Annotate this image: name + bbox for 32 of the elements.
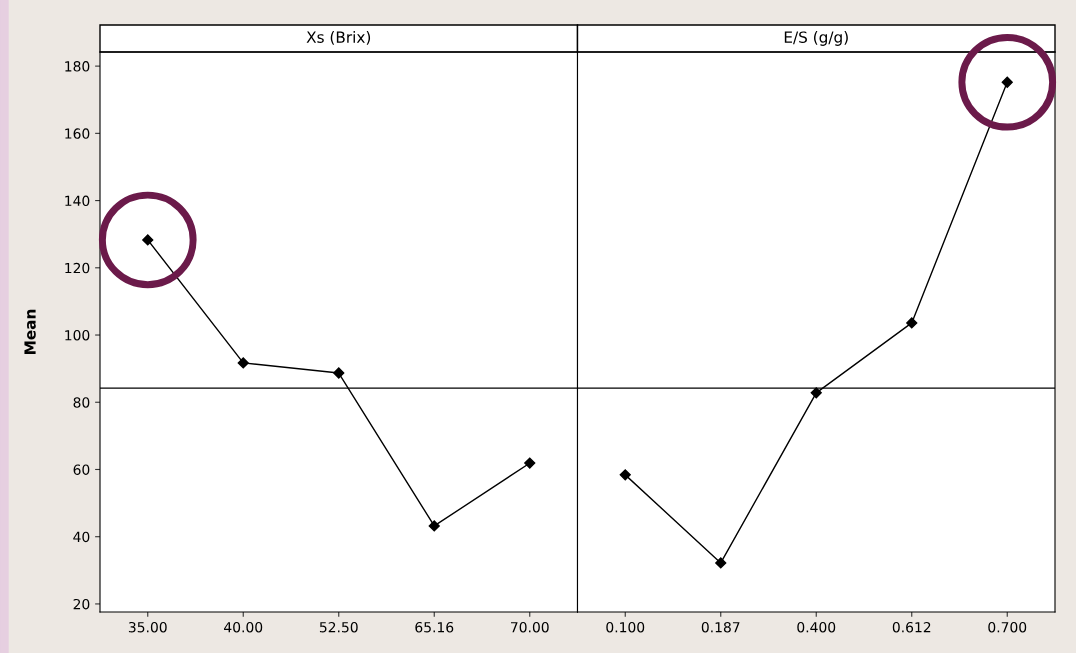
x-tick-label: 0.612 xyxy=(892,621,931,633)
y-tick-label: 180 xyxy=(65,61,90,72)
point xyxy=(428,520,440,532)
chart-title: Xs (Brix) xyxy=(306,31,371,45)
x-tick-label: 52.50 xyxy=(319,621,358,633)
x-tick-label: 0.400 xyxy=(797,621,836,633)
point xyxy=(142,234,154,246)
y-tick-label: 40 xyxy=(73,531,90,543)
y-axis-title: Mean xyxy=(24,309,36,354)
point xyxy=(619,469,631,481)
point xyxy=(237,357,249,369)
y-tick-label: 100 xyxy=(65,329,90,341)
x-tick-label: 0.100 xyxy=(606,621,645,633)
x-tick-label: 0.700 xyxy=(988,621,1027,633)
chart-title: E/S (g/g) xyxy=(784,31,848,46)
point xyxy=(333,367,345,379)
x-tick-label: 70.00 xyxy=(511,621,549,633)
y-tick-label: 80 xyxy=(73,397,90,408)
x-tick-label: 65.16 xyxy=(415,621,454,633)
y-tick-label: 140 xyxy=(65,195,90,207)
y-tick-label: 20 xyxy=(73,598,90,610)
x-tick-label: 0.187 xyxy=(701,621,740,633)
point xyxy=(906,317,918,329)
point xyxy=(810,387,822,399)
y-tick-label: 60 xyxy=(73,464,90,475)
x-tick-label: 35.00 xyxy=(128,621,167,633)
y-tick-label: 160 xyxy=(65,128,90,139)
point xyxy=(715,557,727,569)
point xyxy=(1001,76,1013,88)
x-tick-label: 40.00 xyxy=(224,621,263,633)
y-tick-label: 120 xyxy=(65,262,90,274)
point xyxy=(524,457,536,469)
